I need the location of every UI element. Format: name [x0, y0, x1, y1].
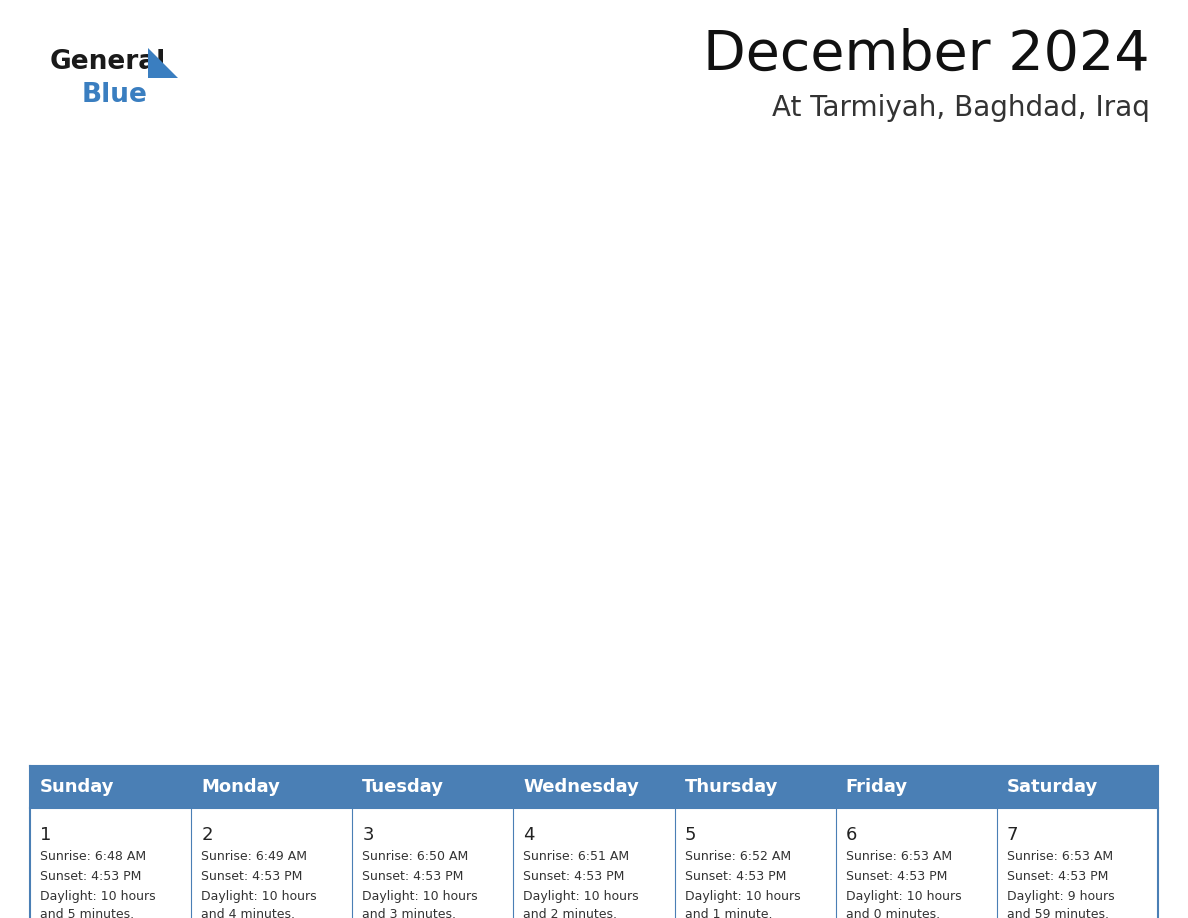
Text: 4: 4 — [524, 826, 535, 844]
Text: 5: 5 — [684, 826, 696, 844]
Text: Sunrise: 6:53 AM: Sunrise: 6:53 AM — [846, 850, 952, 863]
Text: Thursday: Thursday — [684, 778, 778, 796]
Text: Sunset: 4:53 PM: Sunset: 4:53 PM — [524, 870, 625, 883]
Text: and 2 minutes.: and 2 minutes. — [524, 908, 618, 918]
Text: December 2024: December 2024 — [703, 28, 1150, 82]
Text: 6: 6 — [846, 826, 857, 844]
Text: Sunset: 4:53 PM: Sunset: 4:53 PM — [684, 870, 786, 883]
Text: Sunrise: 6:50 AM: Sunrise: 6:50 AM — [362, 850, 468, 863]
Text: Sunrise: 6:53 AM: Sunrise: 6:53 AM — [1007, 850, 1113, 863]
Text: 7: 7 — [1007, 826, 1018, 844]
Text: Sunset: 4:53 PM: Sunset: 4:53 PM — [1007, 870, 1108, 883]
Text: General: General — [50, 49, 166, 75]
Text: Saturday: Saturday — [1007, 778, 1098, 796]
Text: Daylight: 10 hours: Daylight: 10 hours — [40, 890, 156, 903]
Text: Sunrise: 6:49 AM: Sunrise: 6:49 AM — [201, 850, 308, 863]
Text: and 59 minutes.: and 59 minutes. — [1007, 908, 1108, 918]
Polygon shape — [148, 48, 178, 78]
Text: Daylight: 10 hours: Daylight: 10 hours — [684, 890, 801, 903]
Text: Friday: Friday — [846, 778, 908, 796]
Text: Tuesday: Tuesday — [362, 778, 444, 796]
Text: Sunday: Sunday — [40, 778, 114, 796]
Text: 1: 1 — [40, 826, 51, 844]
Text: Daylight: 9 hours: Daylight: 9 hours — [1007, 890, 1114, 903]
Text: and 5 minutes.: and 5 minutes. — [40, 908, 134, 918]
Text: Wednesday: Wednesday — [524, 778, 639, 796]
Text: Sunrise: 6:52 AM: Sunrise: 6:52 AM — [684, 850, 791, 863]
Text: Daylight: 10 hours: Daylight: 10 hours — [524, 890, 639, 903]
Text: 2: 2 — [201, 826, 213, 844]
Text: Daylight: 10 hours: Daylight: 10 hours — [846, 890, 961, 903]
Text: Sunset: 4:53 PM: Sunset: 4:53 PM — [846, 870, 947, 883]
Text: and 1 minute.: and 1 minute. — [684, 908, 772, 918]
Bar — [30, 808, 1158, 918]
Text: Sunset: 4:53 PM: Sunset: 4:53 PM — [362, 870, 463, 883]
Text: and 0 minutes.: and 0 minutes. — [846, 908, 940, 918]
Text: and 4 minutes.: and 4 minutes. — [201, 908, 295, 918]
Text: At Tarmiyah, Baghdad, Iraq: At Tarmiyah, Baghdad, Iraq — [772, 94, 1150, 122]
Text: Daylight: 10 hours: Daylight: 10 hours — [201, 890, 317, 903]
Text: Sunset: 4:53 PM: Sunset: 4:53 PM — [201, 870, 303, 883]
Bar — [30, 766, 1158, 808]
Text: Sunrise: 6:51 AM: Sunrise: 6:51 AM — [524, 850, 630, 863]
Text: Monday: Monday — [201, 778, 280, 796]
Text: and 3 minutes.: and 3 minutes. — [362, 908, 456, 918]
Text: Blue: Blue — [82, 82, 147, 108]
Text: Daylight: 10 hours: Daylight: 10 hours — [362, 890, 478, 903]
Text: Sunset: 4:53 PM: Sunset: 4:53 PM — [40, 870, 141, 883]
Text: Sunrise: 6:48 AM: Sunrise: 6:48 AM — [40, 850, 146, 863]
Text: 3: 3 — [362, 826, 374, 844]
